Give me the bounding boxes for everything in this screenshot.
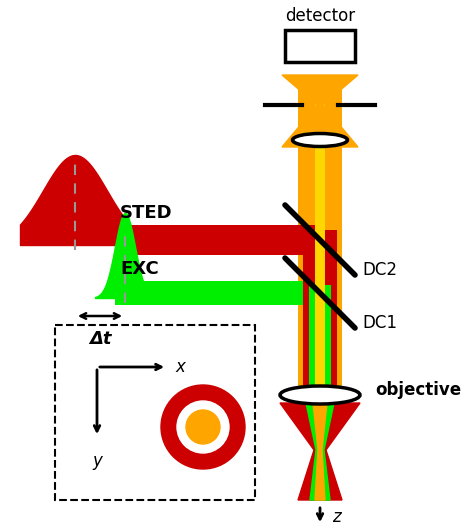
Polygon shape [306, 403, 334, 500]
Bar [55, 325, 255, 500]
Text: y: y [92, 452, 102, 470]
Ellipse shape [292, 133, 347, 147]
Bar [115, 225, 320, 255]
Bar [298, 75, 342, 395]
Text: STED: STED [120, 204, 173, 222]
Ellipse shape [280, 386, 360, 404]
Bar [115, 281, 320, 305]
Bar [315, 75, 325, 395]
Circle shape [177, 401, 229, 453]
Bar [303, 230, 337, 395]
Circle shape [161, 385, 245, 469]
Bar [285, 30, 355, 62]
Text: DC2: DC2 [362, 261, 397, 279]
Text: objective: objective [375, 381, 461, 399]
Text: detector: detector [285, 7, 355, 25]
Polygon shape [282, 105, 358, 147]
Text: EXC: EXC [120, 260, 159, 278]
Bar [309, 285, 331, 395]
Polygon shape [282, 75, 358, 105]
Text: Δt: Δt [89, 330, 111, 348]
Circle shape [186, 410, 220, 444]
Text: x: x [175, 358, 185, 376]
Text: z: z [332, 508, 341, 526]
Polygon shape [280, 403, 360, 500]
Text: DC1: DC1 [362, 314, 397, 332]
Polygon shape [313, 403, 327, 500]
